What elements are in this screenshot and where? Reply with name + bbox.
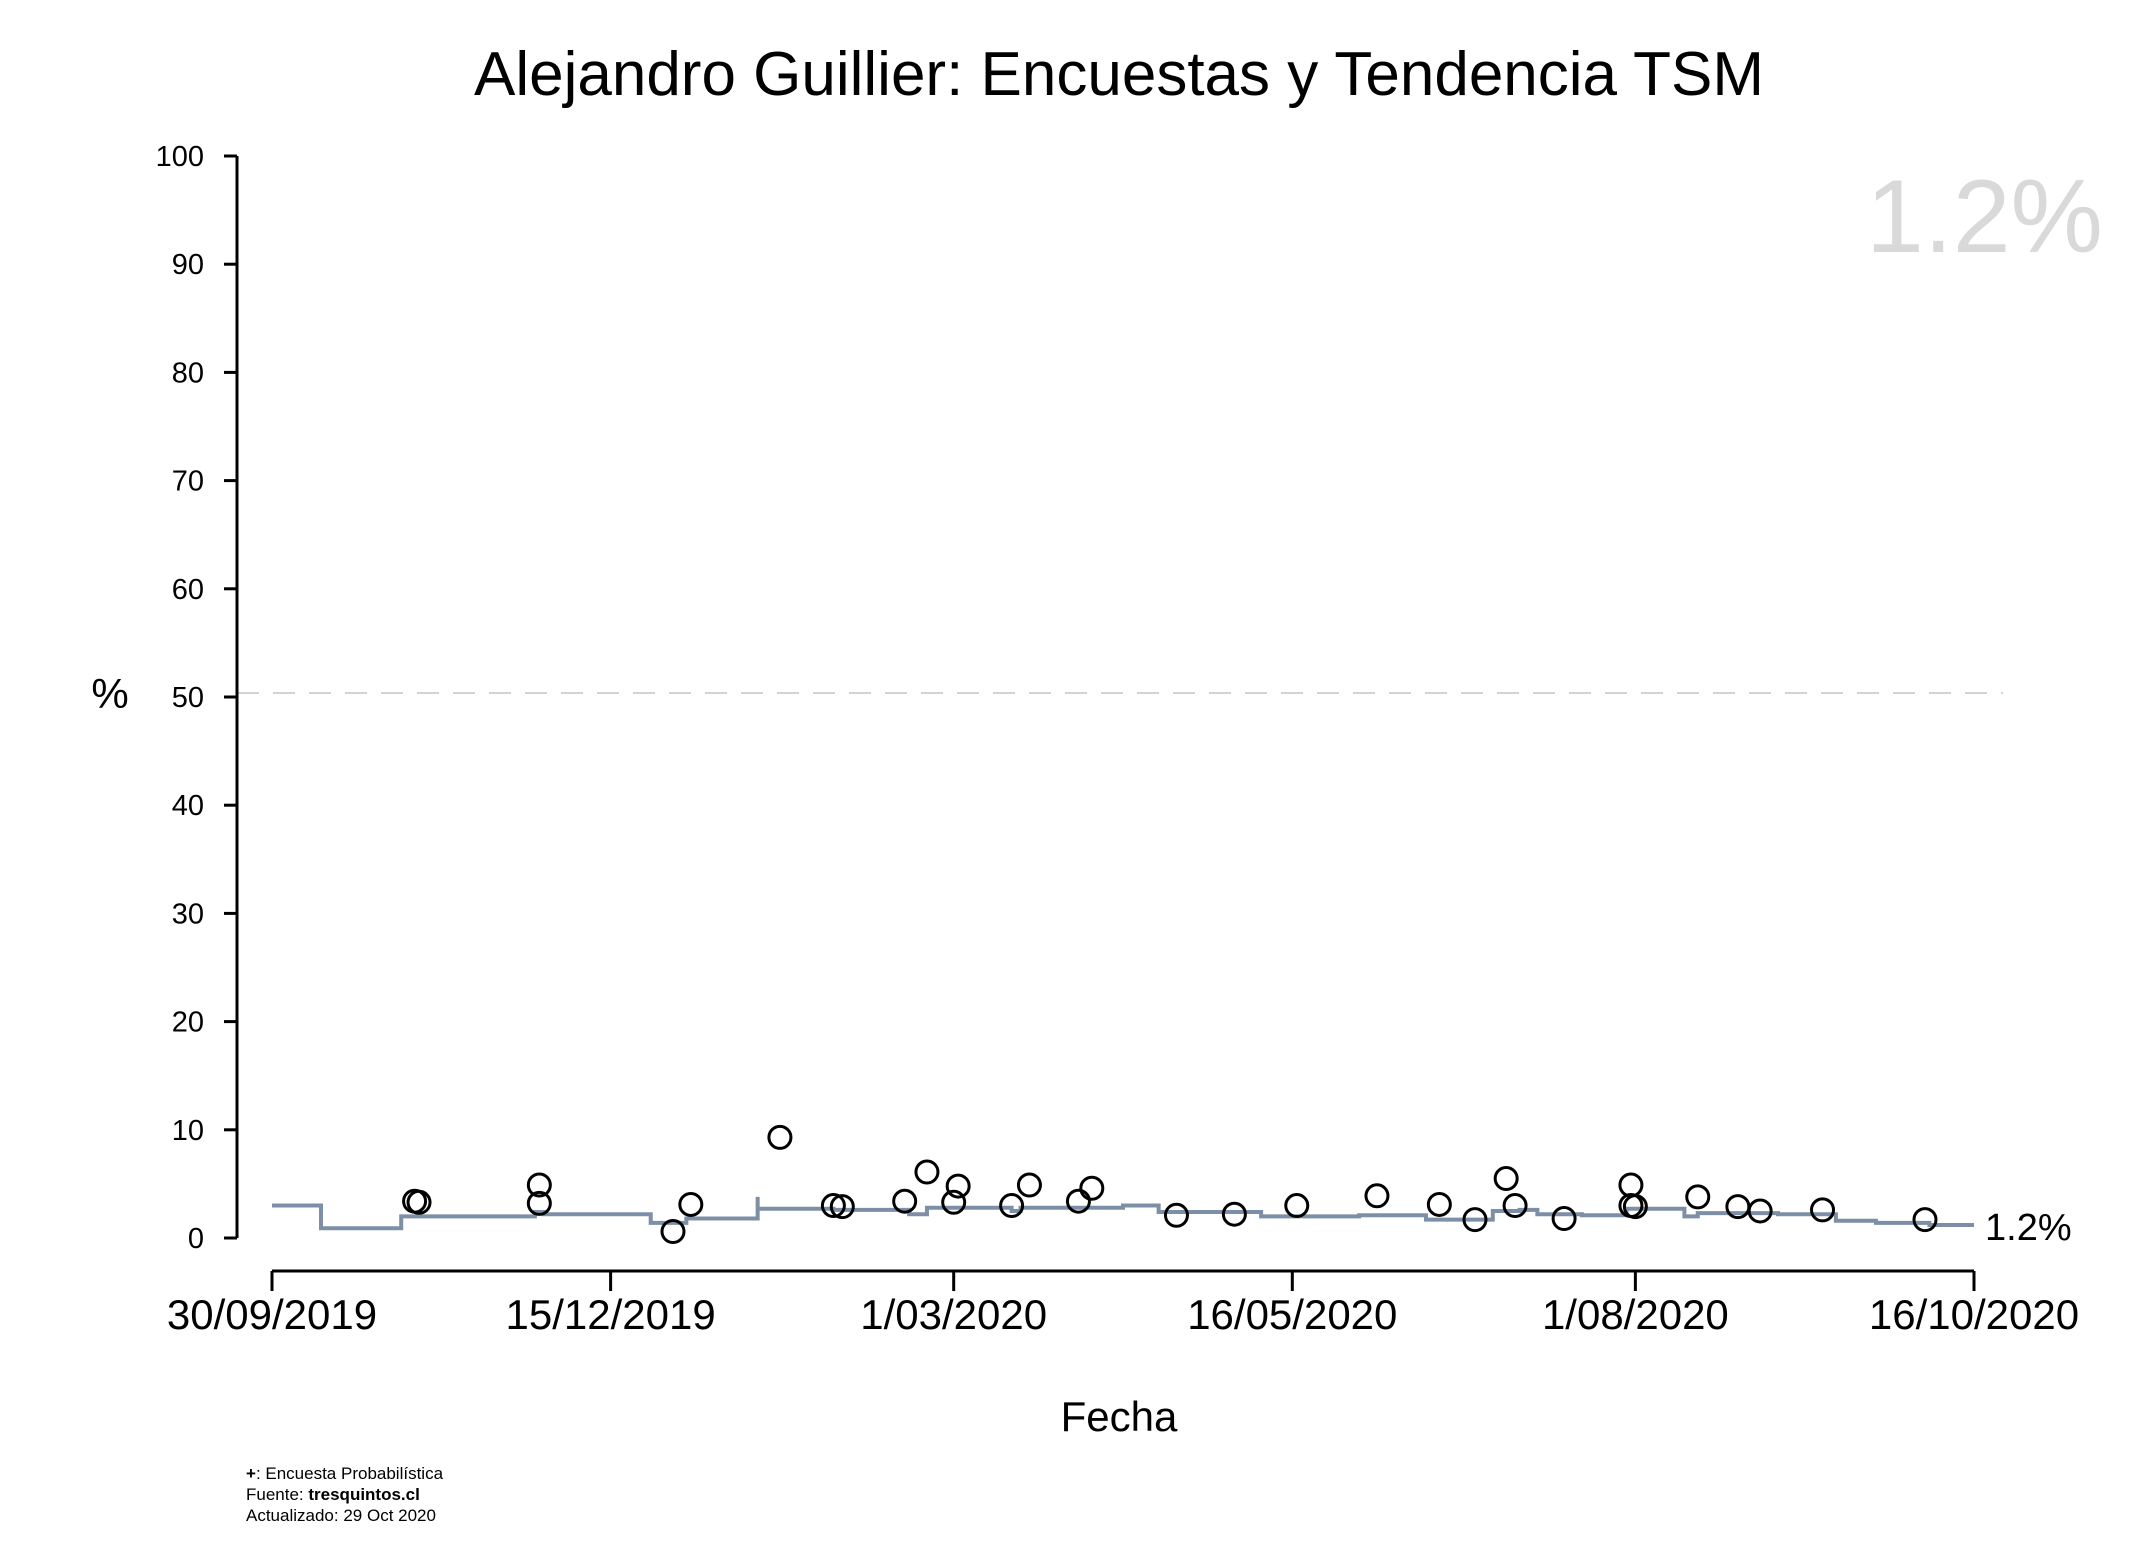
y-axis-title: %	[91, 670, 128, 717]
y-tick-label: 50	[172, 682, 204, 714]
y-tick-label: 70	[172, 466, 204, 498]
poll-point	[1622, 1194, 1648, 1220]
x-axis-title: Fecha	[1061, 1393, 1178, 1440]
trend-line-group	[272, 1196, 1974, 1231]
x-axis: 30/09/2019 15/12/2019 1/03/2020 16/05/2020 1…	[167, 1269, 2079, 1338]
y-tick-label: 80	[172, 357, 204, 389]
probabilistic-symbol: +	[246, 1464, 256, 1483]
probabilistic-text: : Encuesta Probabilística	[256, 1464, 444, 1483]
poll-point	[406, 1189, 432, 1215]
y-tick-label: 40	[172, 790, 204, 822]
poll-point	[941, 1189, 967, 1215]
poll-points-group	[402, 1124, 1938, 1245]
poll-point	[1810, 1197, 1836, 1223]
latest-value-watermark: 1.2%	[1866, 159, 2103, 275]
poll-point	[1163, 1202, 1189, 1228]
poll-point	[1426, 1191, 1452, 1217]
poll-point	[1912, 1207, 1938, 1233]
poll-point	[1065, 1188, 1091, 1214]
poll-point	[945, 1173, 971, 1199]
poll-point	[678, 1191, 704, 1217]
poll-point	[1502, 1193, 1528, 1219]
footnote-probabilistic: +: Encuesta Probabilística	[246, 1464, 444, 1483]
poll-point	[1685, 1184, 1711, 1210]
y-tick-label: 30	[172, 898, 204, 930]
footnote-updated: Actualizado: 29 Oct 2020	[246, 1506, 436, 1525]
poll-point	[526, 1190, 552, 1216]
footnotes: +: Encuesta Probabilística Fuente: tresq…	[246, 1464, 444, 1525]
poll-point	[660, 1219, 686, 1245]
poll-point	[1493, 1165, 1519, 1191]
poll-point	[1462, 1207, 1488, 1233]
poll-point	[914, 1159, 940, 1185]
y-tick-label: 100	[156, 141, 204, 173]
x-tick-label: 15/12/2019	[506, 1291, 716, 1338]
poll-point	[1551, 1206, 1577, 1232]
y-tick-label: 10	[172, 1115, 204, 1147]
y-axis: 0 10 20 30 40 50 60 70 80 90 100	[156, 141, 239, 1255]
x-tick-label: 1/08/2020	[1542, 1291, 1729, 1338]
x-tick-label: 16/05/2020	[1187, 1291, 1397, 1338]
poll-point	[999, 1193, 1025, 1219]
poll-point	[1221, 1201, 1247, 1227]
poll-point	[1079, 1175, 1105, 1201]
y-tick-label: 60	[172, 574, 204, 606]
x-tick-label: 1/03/2020	[860, 1291, 1047, 1338]
poll-point	[1284, 1193, 1310, 1219]
poll-point	[767, 1124, 793, 1150]
source-prefix: Fuente:	[246, 1485, 308, 1504]
poll-point	[820, 1193, 846, 1219]
poll-point	[1364, 1183, 1390, 1209]
poll-point	[1747, 1198, 1773, 1224]
poll-point	[892, 1188, 918, 1214]
trend-line	[272, 1196, 1974, 1231]
end-value-label: 1.2%	[1985, 1207, 2072, 1249]
x-tick-label: 16/10/2020	[1869, 1291, 2079, 1338]
chart-title: Alejandro Guillier: Encuestas y Tendenci…	[474, 40, 1764, 109]
poll-point	[829, 1194, 855, 1220]
poll-point	[1618, 1172, 1644, 1198]
y-tick-label: 20	[172, 1007, 204, 1039]
x-tick-label: 30/09/2019	[167, 1291, 377, 1338]
poll-point	[526, 1172, 552, 1198]
source-link[interactable]: tresquintos.cl	[308, 1485, 419, 1504]
poll-point	[1016, 1172, 1042, 1198]
y-tick-label: 90	[172, 249, 204, 281]
y-tick-label: 0	[188, 1223, 204, 1255]
footnote-source: Fuente: tresquintos.cl	[246, 1485, 420, 1504]
